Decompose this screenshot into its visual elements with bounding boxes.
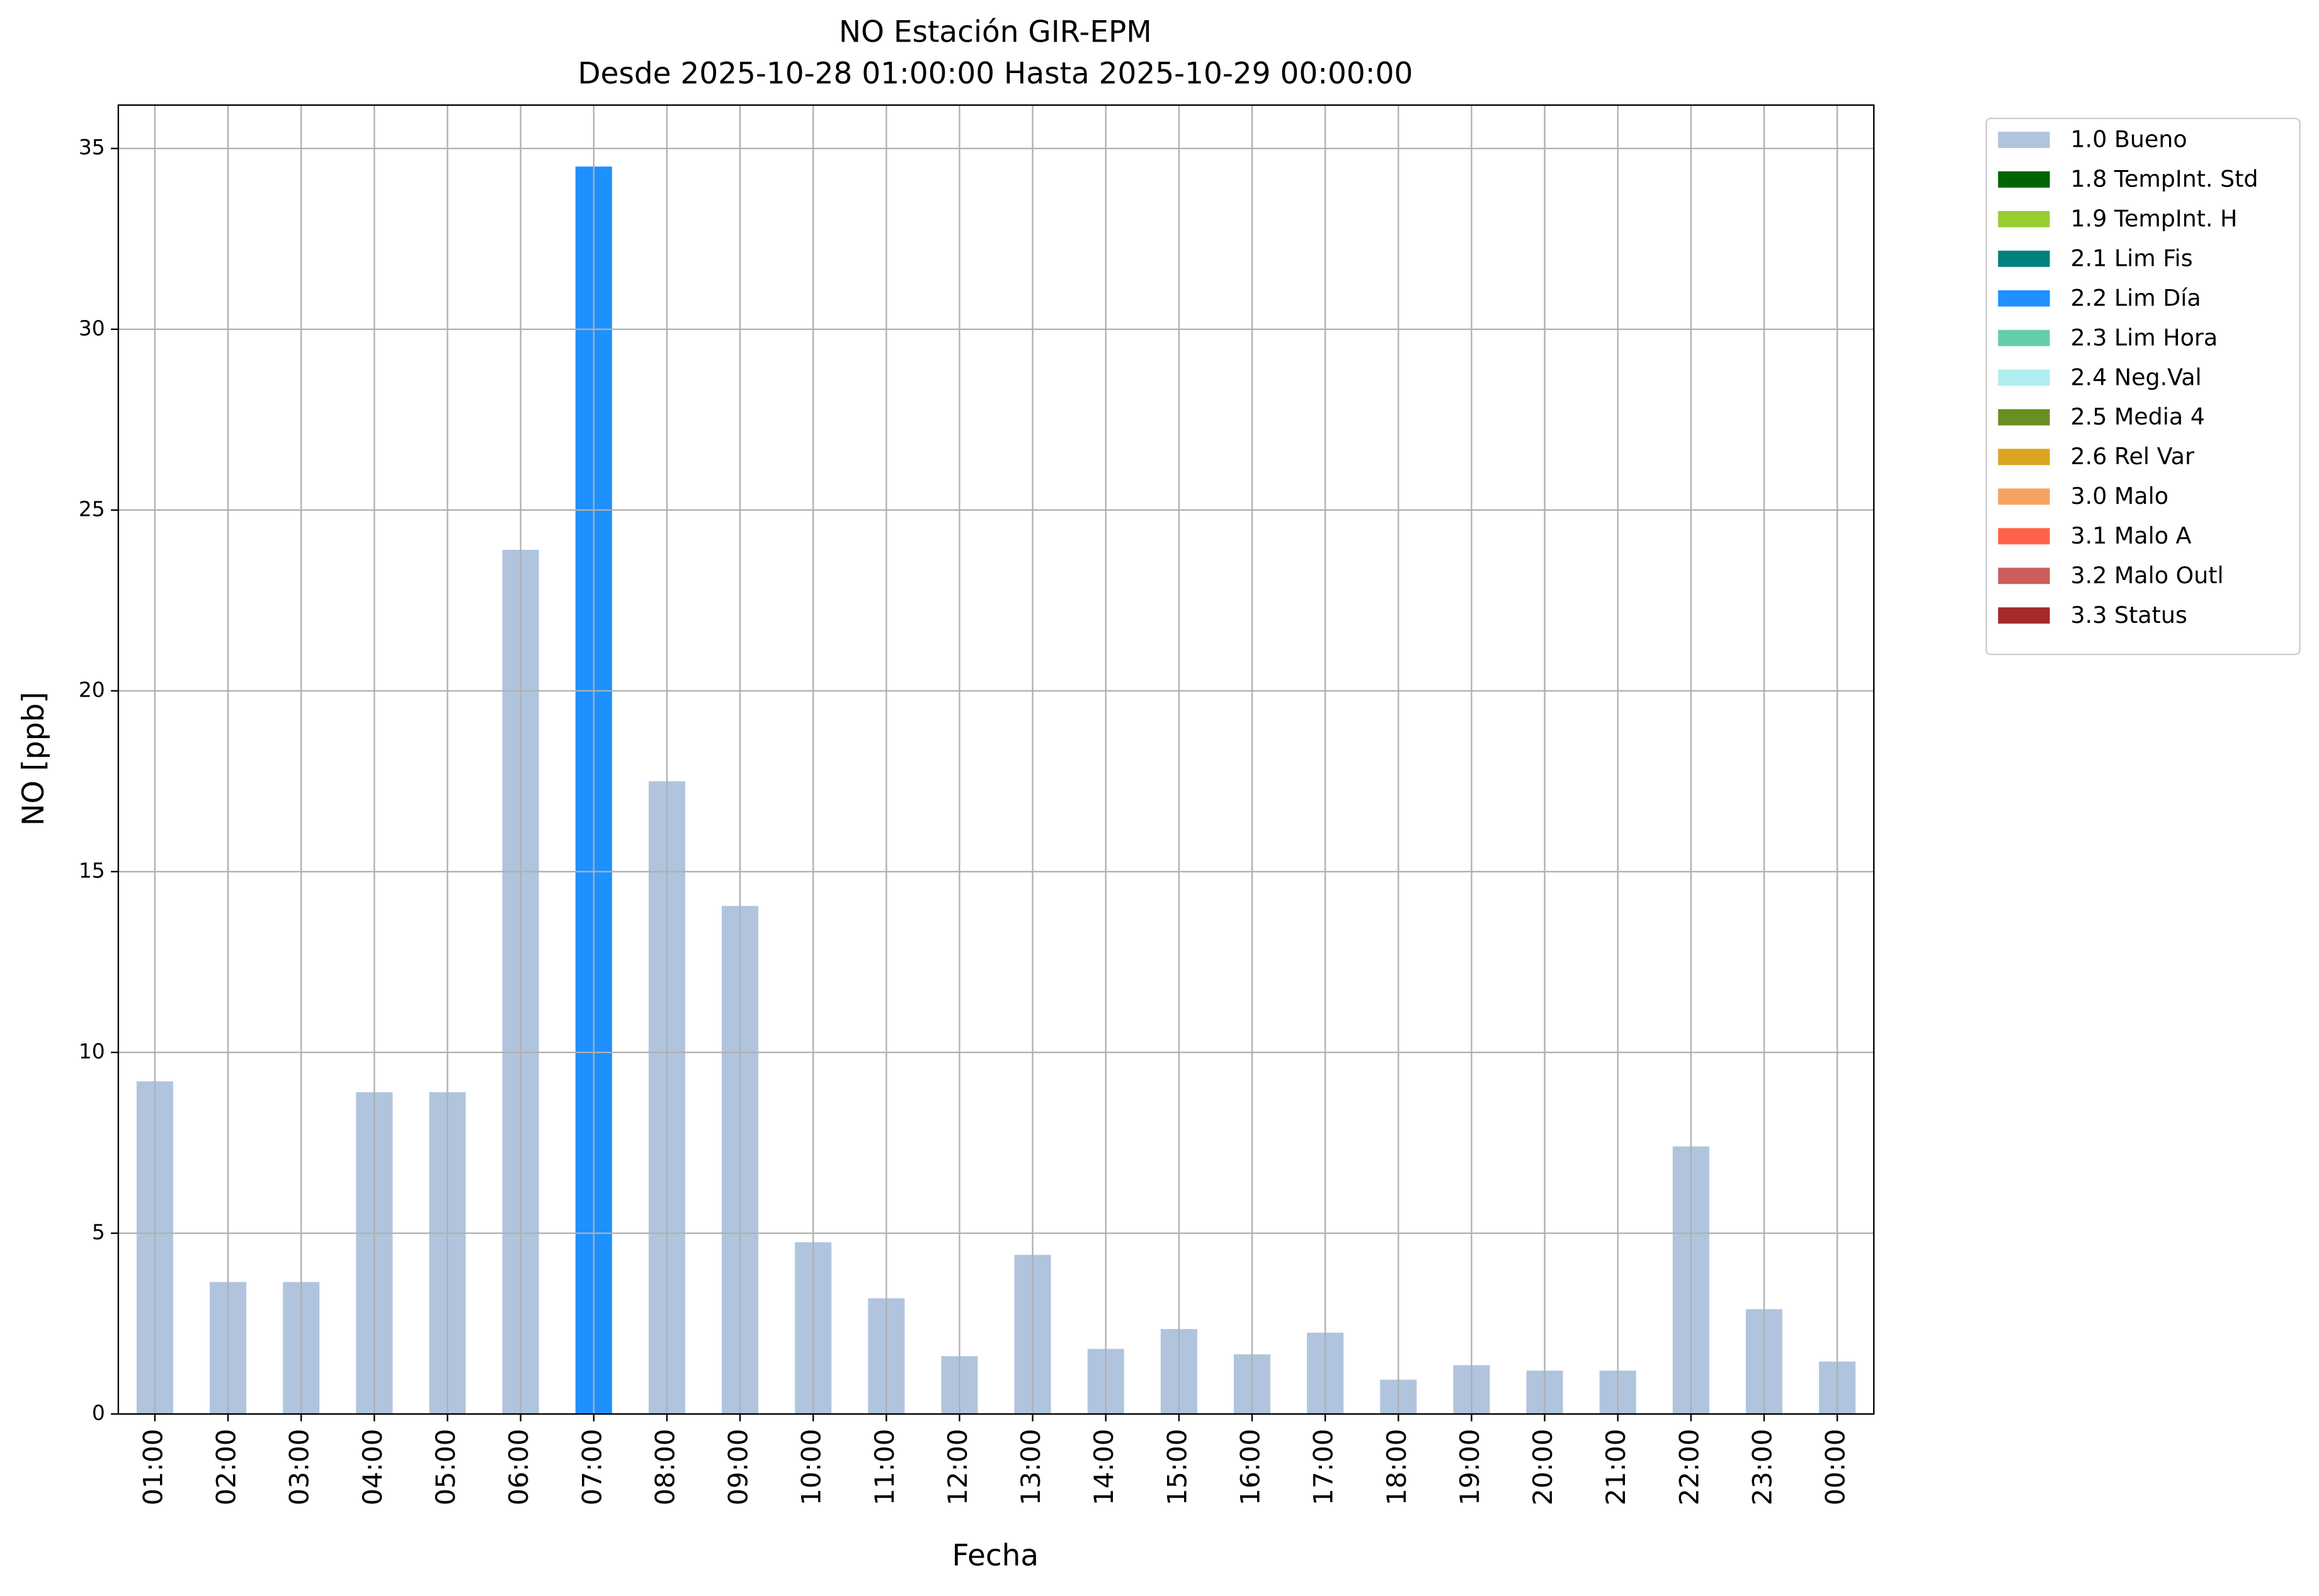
- x-tick-label: 23:00: [1746, 1429, 1777, 1506]
- x-tick-label: 08:00: [649, 1429, 680, 1506]
- legend-swatch: [1998, 329, 2050, 346]
- legend-label: 3.0 Malo: [2071, 482, 2168, 510]
- y-tick-label: 10: [79, 1039, 105, 1063]
- y-tick-label: 25: [79, 496, 105, 521]
- y-tick-label: 20: [79, 677, 105, 702]
- x-tick-label: 05:00: [430, 1429, 461, 1506]
- legend-swatch: [1998, 210, 2050, 227]
- x-tick-label: 18:00: [1381, 1429, 1412, 1506]
- legend-label: 2.1 Lim Fis: [2071, 245, 2193, 272]
- legend-label: 2.4 Neg.Val: [2071, 363, 2202, 390]
- x-tick-label: 07:00: [576, 1429, 607, 1506]
- x-tick-label: 15:00: [1161, 1429, 1192, 1506]
- x-tick-label: 17:00: [1308, 1429, 1339, 1506]
- y-tick-label: 35: [79, 135, 105, 159]
- legend-swatch: [1998, 488, 2050, 505]
- legend-swatch: [1998, 448, 2050, 465]
- legend-label: 2.3 Lim Hora: [2071, 324, 2218, 351]
- plot-frame: [117, 104, 1875, 1415]
- legend-label: 3.1 Malo A: [2071, 522, 2192, 549]
- y-axis-label: NO [ppb]: [16, 692, 51, 826]
- x-tick-label: 01:00: [137, 1429, 168, 1506]
- x-tick-label: 03:00: [284, 1429, 315, 1506]
- legend-label: 3.2 Malo Outl: [2071, 562, 2224, 589]
- x-tick-label: 20:00: [1527, 1429, 1558, 1506]
- legend-label: 1.9 TempInt. H: [2071, 205, 2238, 232]
- x-tick-label: 06:00: [503, 1429, 534, 1506]
- x-tick-label: 00:00: [1820, 1429, 1851, 1506]
- x-tick-label: 11:00: [869, 1429, 900, 1506]
- legend-swatch: [1998, 567, 2050, 584]
- y-tick-label: 5: [92, 1219, 105, 1244]
- x-tick-label: 04:00: [357, 1429, 388, 1506]
- legend-label: 3.3 Status: [2071, 601, 2187, 629]
- y-tick-label: 0: [92, 1401, 105, 1425]
- x-tick-label: 21:00: [1600, 1429, 1631, 1506]
- legend-label: 2.2 Lim Día: [2071, 284, 2201, 311]
- legend-box: [1985, 117, 2301, 656]
- legend-label: 2.6 Rel Var: [2071, 443, 2194, 470]
- x-axis-label: Fecha: [952, 1538, 1039, 1573]
- y-tick-label: 15: [79, 858, 105, 882]
- legend-label: 2.5 Media 4: [2071, 403, 2205, 430]
- x-tick-label: 12:00: [942, 1429, 973, 1506]
- legend-swatch: [1998, 132, 2050, 148]
- x-tick-label: 14:00: [1088, 1429, 1119, 1506]
- legend-swatch: [1998, 607, 2050, 624]
- legend-swatch: [1998, 250, 2050, 267]
- chart-subtitle: Desde 2025-10-28 01:00:00 Hasta 2025-10-…: [578, 56, 1413, 91]
- y-tick-label: 30: [79, 316, 105, 340]
- x-tick-label: 10:00: [796, 1429, 827, 1506]
- x-tick-label: 02:00: [211, 1429, 242, 1506]
- x-tick-label: 13:00: [1015, 1429, 1046, 1506]
- chart-title: NO Estación GIR-EPM: [839, 15, 1152, 50]
- legend-swatch: [1998, 409, 2050, 426]
- legend-swatch: [1998, 369, 2050, 386]
- x-tick-label: 19:00: [1454, 1429, 1485, 1506]
- x-tick-label: 09:00: [723, 1429, 754, 1506]
- legend-swatch: [1998, 528, 2050, 545]
- legend-swatch: [1998, 171, 2050, 188]
- legend-swatch: [1998, 290, 2050, 307]
- x-tick-label: 16:00: [1235, 1429, 1266, 1506]
- x-tick-label: 22:00: [1673, 1429, 1704, 1506]
- legend-label: 1.0 Bueno: [2071, 126, 2187, 153]
- legend-label: 1.8 TempInt. Std: [2071, 166, 2259, 193]
